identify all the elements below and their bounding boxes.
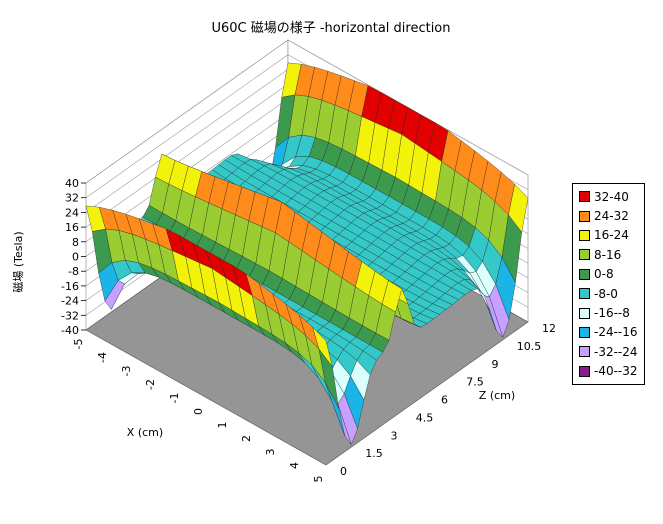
legend-label: 32-40 [594,189,629,204]
legend-item: -24--16 [573,323,644,342]
surface-cell [312,327,333,367]
legend-swatch [579,365,590,377]
legend-swatch [579,346,590,358]
x-tick-label: 0 [192,408,205,415]
x-tick-label: -3 [120,366,133,377]
z-tick-label: 1.5 [365,447,383,460]
z-tick-label: 4.5 [416,411,434,424]
z-axis-ticks: 0 1.5 3 4.5 6 7.5 9 10.512 [340,322,556,478]
x-tick-label: -2 [144,379,157,390]
legend-label: 8-16 [594,247,622,262]
legend-item: 0-8 [573,265,644,284]
x-tick-label: 2 [240,435,253,442]
field-tick-label: 8 [72,236,79,249]
field-tick-label: 16 [65,221,79,234]
legend: 32-40 24-32 16-24 8-16 0-8 -8-0 -16--8 -24--16 -… [572,183,645,385]
wall-gridline [85,39,529,184]
field-tick-label: 24 [65,206,79,219]
legend-item: 8-16 [573,245,644,264]
legend-swatch [579,288,590,300]
x-tick-label: 3 [264,449,277,456]
legend-label: 0-8 [594,267,614,282]
z-tick-label: 9 [492,358,499,371]
legend-label: 16-24 [594,228,629,243]
z-tick-label: 10.5 [517,340,542,353]
legend-label: -16--8 [594,306,630,321]
legend-swatch [579,191,590,203]
field-tick-label: -32 [61,309,79,322]
field-tick-label: 40 [65,177,79,190]
field-tick-label: -16 [61,280,79,293]
z-tick-label: 6 [441,394,448,407]
z-tick-label: 7.5 [466,376,484,389]
legend-item: -32--24 [573,342,644,361]
legend-item: -40--32 [573,362,644,381]
legend-swatch [579,326,590,338]
x-tick-label: -4 [96,352,109,363]
z-tick-label: 3 [391,429,398,442]
legend-label: -32--24 [594,344,638,359]
legend-item: 24-32 [573,206,644,225]
field-tick-label: 0 [72,251,79,264]
legend-swatch [579,249,590,261]
z-axis-label: Z (cm) [479,389,515,402]
x-tick-label: -5 [72,339,85,350]
legend-label: 24-32 [594,209,629,224]
legend-label: -40--32 [594,364,638,379]
legend-swatch [579,210,590,222]
x-axis-ticks: -5 -4 -3 -2 -1 0 1 2 3 4 5 [72,339,325,483]
field-tick-label: 32 [65,192,79,205]
x-tick-label: 1 [216,422,229,429]
x-tick-label: -1 [168,393,181,404]
legend-label: -24--16 [594,325,638,340]
z-tick-label: 12 [542,322,556,335]
x-tick-label: 4 [288,462,301,469]
legend-item: -16--8 [573,303,644,322]
legend-swatch [579,268,590,280]
field-tick-label: -24 [61,295,79,308]
chart-title: U60C 磁場の様子 -horizontal direction [211,21,450,36]
legend-item: 16-24 [573,226,644,245]
legend-swatch [579,307,590,319]
field-tick-label: -8 [68,265,79,278]
legend-swatch [579,229,590,241]
field-axis-label: 磁場 (Tesla) [12,231,25,292]
legend-item: 32-40 [573,187,644,206]
x-axis-label: X (cm) [127,426,163,439]
surface-mesh [85,62,529,446]
field-tick-label: -40 [61,324,79,337]
z-tick-label: 0 [340,465,347,478]
legend-label: -8-0 [594,286,618,301]
legend-item: -8-0 [573,284,644,303]
x-tick-label: 5 [312,476,325,483]
